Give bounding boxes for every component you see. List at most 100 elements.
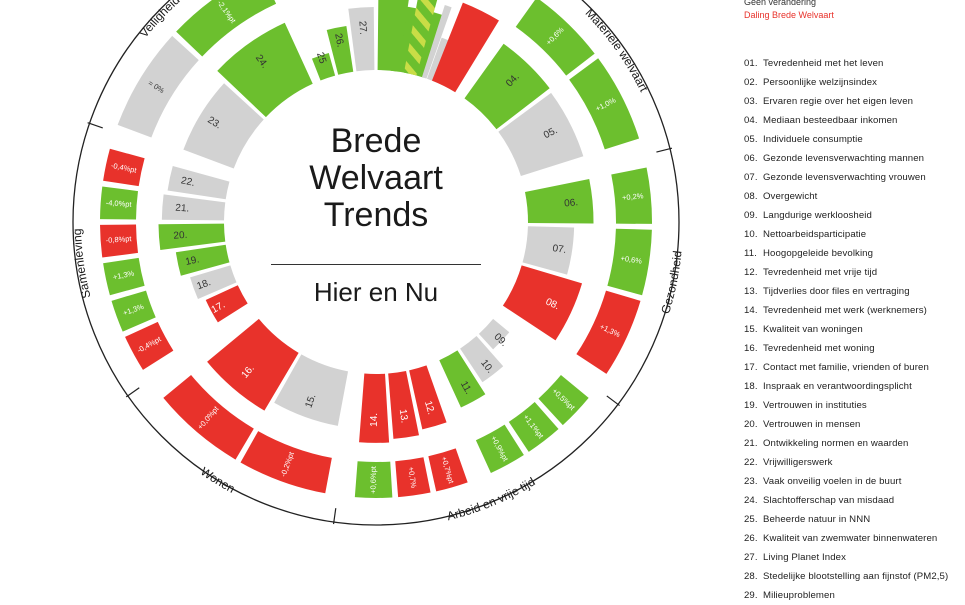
- indicator-item: 09. Langdurige werkloosheid: [744, 206, 965, 225]
- indicator-label: Mediaan besteedbaar inkomen: [763, 115, 898, 126]
- segment-bar: [348, 7, 375, 72]
- segment-bar: [190, 265, 237, 300]
- indicator-label: Inspraak en verantwoordingsplicht: [763, 381, 912, 392]
- indicator-number: 23.: [744, 476, 758, 487]
- segment-bar: [158, 223, 226, 251]
- segment-bar: [498, 92, 584, 177]
- indicator-label: Vertrouwen in instituties: [763, 400, 867, 411]
- indicator-number: 27.: [744, 552, 758, 563]
- indicator-label: Vaak onveilig voelen in de buurt: [763, 476, 902, 487]
- indicator-label: Kwaliteit van woningen: [763, 324, 863, 335]
- indicator-item: 22. Vrijwilligerswerk: [744, 453, 965, 472]
- value-box: [240, 431, 332, 494]
- indicator-item: 08. Overgewicht: [744, 187, 965, 206]
- indicator-item: 21. Ontwikkeling normen en waarden: [744, 434, 965, 453]
- value-box: [508, 402, 559, 452]
- indicator-number: 14.: [744, 305, 758, 316]
- indicator-item: 23. Vaak onveilig voelen in de buurt: [744, 472, 965, 491]
- indicator-item: 13. Tijdverlies door files en vertraging: [744, 282, 965, 301]
- indicator-item: 28. Stedelijke blootstelling aan fijnstof…: [744, 567, 965, 586]
- value-box: [111, 290, 156, 332]
- indicator-number: 21.: [744, 438, 758, 449]
- value-box: [354, 461, 393, 498]
- segment-bar: [359, 373, 390, 443]
- value-box: [475, 424, 524, 473]
- indicator-label: Individuele consumptie: [763, 134, 863, 145]
- value-box: [100, 186, 138, 220]
- segment-label: 20.: [173, 230, 188, 242]
- title-line-3: Trends: [323, 196, 429, 234]
- indicator-label: Tevredenheid met werk (werknemers): [763, 305, 927, 316]
- value-box: [163, 374, 254, 460]
- legend-no-change: Geen verandering: [744, 0, 817, 7]
- group-label: Veiligheid: [137, 0, 183, 40]
- indicator-item: 07. Gezonde levensverwachting vrouwen: [744, 168, 965, 187]
- indicator-number: 06.: [744, 153, 758, 164]
- indicator-number: 09.: [744, 210, 758, 221]
- value-label: -0,8%pt: [105, 234, 132, 245]
- segment-bar: [183, 83, 264, 169]
- segment-bar: [421, 5, 452, 79]
- indicator-label: Overgewicht: [763, 191, 818, 202]
- segment-label: 07.: [552, 243, 567, 256]
- value-box: [125, 321, 174, 370]
- indicator-item: 03. Ervaren regie over het eigen leven: [744, 92, 965, 111]
- indicator-label: Tevredenheid met woning: [763, 343, 875, 354]
- indicator-number: 28.: [744, 571, 758, 582]
- title-line-2: Welvaart: [309, 159, 443, 197]
- segment-label: 21.: [175, 203, 190, 215]
- indicator-label: Vertrouwen in mensen: [763, 419, 861, 430]
- segment-bar: [464, 43, 550, 130]
- indicator-item: 14. Tevredenheid met werk (werknemers): [744, 301, 965, 320]
- segment-bar: [207, 318, 299, 411]
- segment-bar: [175, 244, 230, 276]
- indicator-number: 20.: [744, 419, 758, 430]
- indicator-item: 19. Vertrouwen in instituties: [744, 396, 965, 415]
- indicator-number: 16.: [744, 343, 758, 354]
- indicator-item: 02. Persoonlijke welzijnsindex: [744, 73, 965, 92]
- segment-label: 13.: [397, 408, 410, 423]
- indicator-label: Gezonde levensverwachting vrouwen: [763, 172, 926, 183]
- value-box: [103, 257, 145, 296]
- segment-label: 27.: [356, 21, 368, 36]
- indicator-number: 08.: [744, 191, 758, 202]
- indicator-number: 05.: [744, 134, 758, 145]
- indicator-item: 16. Tevredenheid met woning: [744, 339, 965, 358]
- value-label: +0,7%: [406, 466, 418, 489]
- segment-bar: [205, 285, 248, 323]
- value-box: [611, 167, 653, 224]
- group-separator: [332, 508, 337, 525]
- indicator-number: 19.: [744, 400, 758, 411]
- indicator-label: Tevredenheid met het leven: [763, 58, 884, 69]
- segment-bar: [311, 52, 336, 81]
- color-legend: Geen verandering Daling Brede Welvaart: [744, 0, 965, 22]
- indicator-label: Langdurige werkloosheid: [763, 210, 872, 221]
- value-box: [515, 0, 595, 76]
- value-label: +0,2%: [622, 191, 645, 202]
- group-label: Gezondheid: [658, 250, 684, 315]
- indicator-item: 17. Contact met familie, vrienden of bure…: [744, 358, 965, 377]
- indicator-number: 04.: [744, 115, 758, 126]
- segment-label: 12.: [422, 400, 436, 416]
- value-box: [100, 224, 138, 258]
- indicator-label: Contact met familie, vrienden of buren: [763, 362, 929, 373]
- value-box: [428, 448, 468, 492]
- group-separator: [125, 387, 140, 398]
- outer-ring: [72, 0, 680, 526]
- segment-bar: [478, 318, 510, 350]
- segment-bar: [167, 166, 230, 200]
- indicator-number: 29.: [744, 590, 758, 601]
- segment-bar: [217, 22, 313, 118]
- value-box: [117, 35, 199, 138]
- indicator-label: Ervaren regie over het eigen leven: [763, 96, 914, 107]
- indicator-item: 10. Nettoarbeidsparticipatie: [744, 225, 965, 244]
- value-label: -4,0%pt: [105, 198, 132, 209]
- indicator-item: 06. Gezonde levensverwachting mannen: [744, 149, 965, 168]
- indicator-item: 11. Hoogopgeleide bevolking: [744, 244, 965, 263]
- indicator-item: 18. Inspraak en verantwoordingsplicht: [744, 377, 965, 396]
- segment-bar: [377, 0, 409, 72]
- indicator-label: Persoonlijke welzijnsindex: [763, 77, 878, 88]
- segment-bar: [161, 194, 226, 221]
- indicator-number: 03.: [744, 96, 758, 107]
- indicator-label: Milieuproblemen: [763, 590, 835, 601]
